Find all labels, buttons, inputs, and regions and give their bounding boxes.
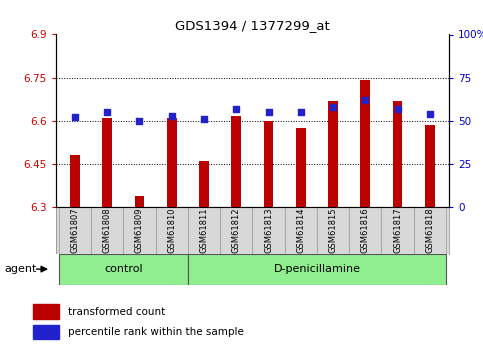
Bar [123, 207, 156, 254]
Point [361, 97, 369, 103]
Bar [156, 207, 188, 254]
Text: GSM61813: GSM61813 [264, 207, 273, 253]
Bar [33, 325, 59, 339]
Bar [188, 207, 220, 254]
Point [297, 109, 305, 115]
Text: GSM61816: GSM61816 [361, 207, 370, 253]
Point [200, 116, 208, 122]
Bar [393, 101, 402, 207]
Bar [253, 207, 284, 254]
Bar [59, 254, 188, 285]
Bar [231, 116, 241, 207]
Point [426, 111, 434, 117]
Bar [296, 128, 306, 207]
Bar [360, 80, 370, 207]
Text: GSM61808: GSM61808 [103, 207, 112, 253]
Text: GSM61812: GSM61812 [232, 208, 241, 253]
Text: D-penicillamine: D-penicillamine [273, 264, 360, 274]
Text: GSM61817: GSM61817 [393, 207, 402, 253]
Bar [135, 196, 144, 207]
Text: GSM61809: GSM61809 [135, 208, 144, 253]
Point [329, 104, 337, 110]
Point [232, 106, 240, 111]
Point [265, 109, 272, 115]
Bar [91, 207, 123, 254]
Text: percentile rank within the sample: percentile rank within the sample [68, 327, 243, 337]
Text: transformed count: transformed count [68, 307, 165, 317]
Point [394, 106, 401, 111]
Bar [317, 207, 349, 254]
Bar [167, 118, 177, 207]
Bar [220, 207, 253, 254]
Point [71, 115, 79, 120]
Bar [70, 155, 80, 207]
Point [168, 113, 175, 118]
Text: GSM61814: GSM61814 [296, 208, 305, 253]
Point [136, 118, 143, 124]
Bar [188, 254, 446, 285]
Bar [102, 118, 112, 207]
Bar [199, 161, 209, 207]
Title: GDS1394 / 1377299_at: GDS1394 / 1377299_at [175, 19, 330, 32]
Bar [414, 207, 446, 254]
Bar [425, 125, 435, 207]
Bar [382, 207, 414, 254]
Text: GSM61811: GSM61811 [199, 208, 209, 253]
Text: GSM61810: GSM61810 [167, 208, 176, 253]
Text: GSM61818: GSM61818 [426, 207, 434, 253]
Text: control: control [104, 264, 142, 274]
Bar [284, 207, 317, 254]
Point [103, 109, 111, 115]
Bar [33, 304, 59, 319]
Bar [264, 121, 273, 207]
Text: GSM61807: GSM61807 [71, 207, 79, 253]
Text: GSM61815: GSM61815 [328, 208, 338, 253]
Bar [59, 207, 91, 254]
Bar [328, 101, 338, 207]
Bar [349, 207, 382, 254]
Text: agent: agent [5, 264, 37, 274]
